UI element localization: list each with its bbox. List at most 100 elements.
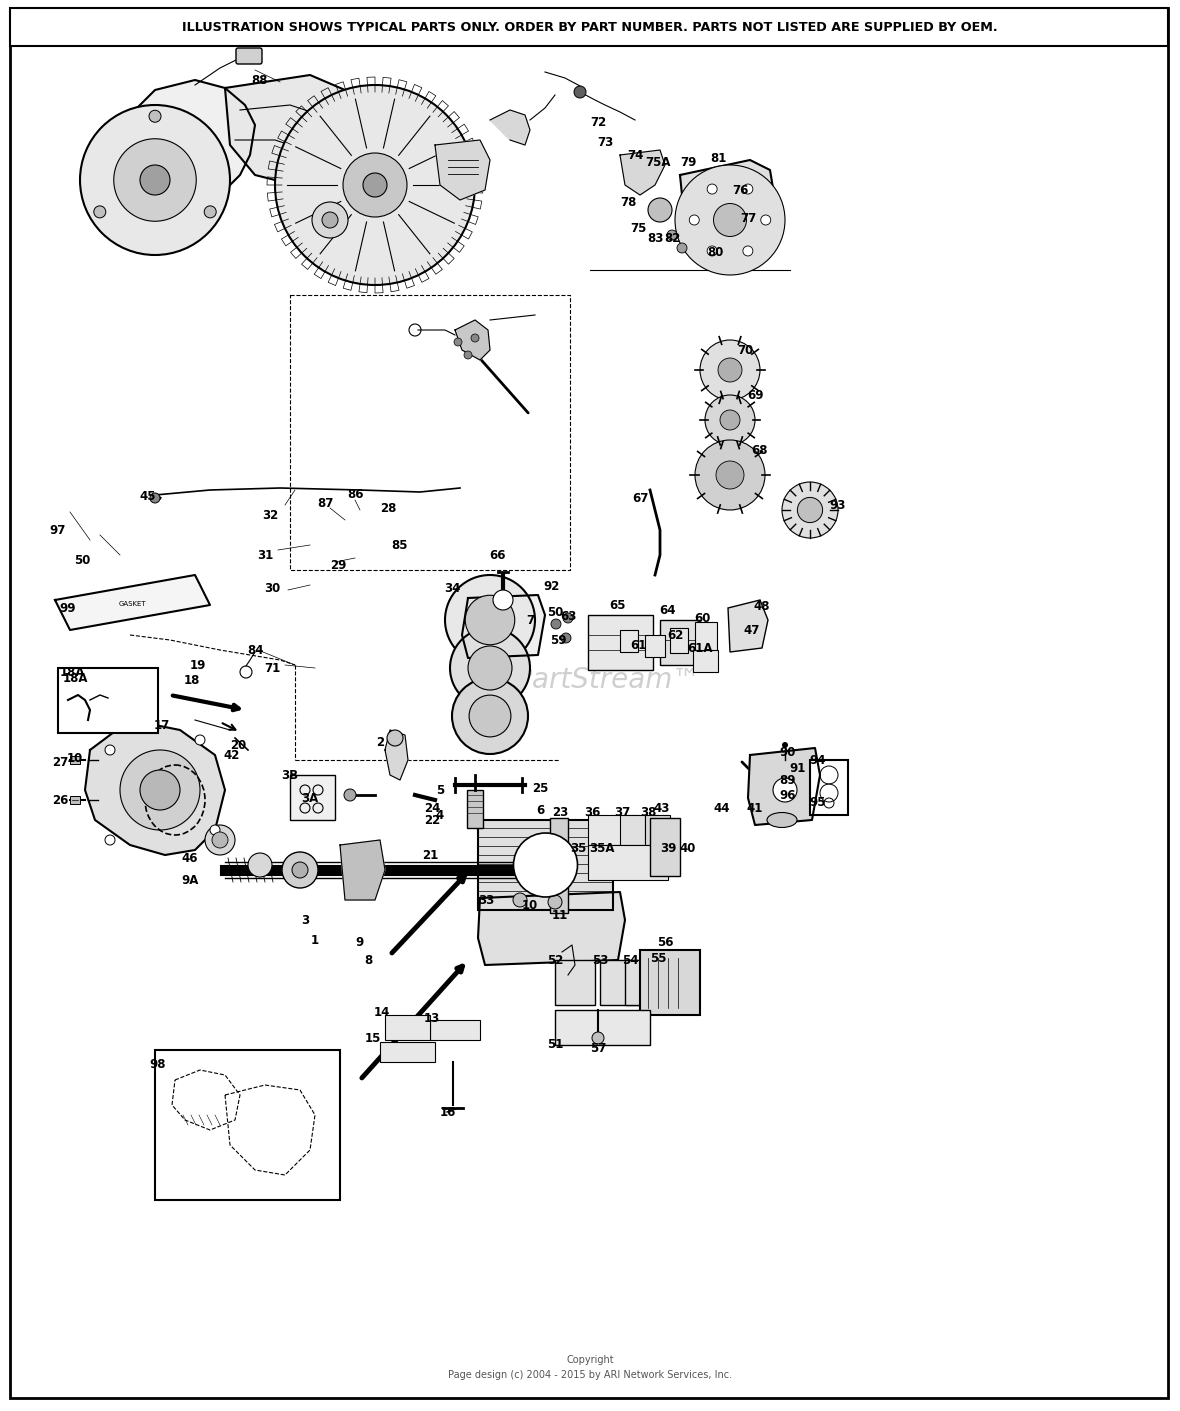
Circle shape bbox=[743, 246, 753, 255]
Bar bbox=[645, 635, 666, 658]
Circle shape bbox=[707, 246, 717, 255]
Text: 26: 26 bbox=[52, 793, 68, 807]
Text: ARI PartStream™: ARI PartStream™ bbox=[460, 666, 700, 694]
Text: 81: 81 bbox=[710, 151, 726, 165]
Circle shape bbox=[695, 440, 765, 509]
Circle shape bbox=[689, 214, 700, 224]
Circle shape bbox=[450, 628, 530, 708]
Text: 87: 87 bbox=[316, 497, 333, 509]
Text: 13: 13 bbox=[424, 1012, 440, 1024]
Bar bbox=[430, 1020, 480, 1040]
Circle shape bbox=[454, 339, 463, 346]
Text: 59: 59 bbox=[550, 634, 566, 646]
Text: 36: 36 bbox=[584, 806, 601, 818]
Text: 95: 95 bbox=[809, 796, 826, 809]
Circle shape bbox=[717, 358, 742, 382]
Circle shape bbox=[445, 576, 535, 665]
Circle shape bbox=[714, 203, 747, 237]
Bar bbox=[630, 959, 660, 1005]
Text: 40: 40 bbox=[680, 841, 696, 855]
Circle shape bbox=[363, 174, 387, 198]
Text: 10: 10 bbox=[67, 752, 83, 765]
Circle shape bbox=[761, 214, 771, 224]
Text: 46: 46 bbox=[182, 851, 198, 865]
Bar bbox=[385, 1015, 430, 1040]
Text: 56: 56 bbox=[657, 935, 674, 948]
Text: 25: 25 bbox=[532, 782, 549, 794]
Circle shape bbox=[782, 483, 838, 538]
Text: 35: 35 bbox=[570, 841, 586, 855]
Circle shape bbox=[563, 612, 573, 624]
Text: 79: 79 bbox=[680, 155, 696, 168]
Polygon shape bbox=[85, 720, 225, 855]
Text: 8: 8 bbox=[363, 954, 372, 967]
Text: 7: 7 bbox=[526, 614, 535, 626]
Circle shape bbox=[312, 202, 348, 238]
Text: 82: 82 bbox=[664, 231, 680, 244]
Circle shape bbox=[720, 411, 740, 430]
Circle shape bbox=[773, 777, 796, 801]
Polygon shape bbox=[435, 140, 490, 200]
Polygon shape bbox=[748, 748, 820, 825]
Text: 68: 68 bbox=[752, 443, 768, 457]
Text: 60: 60 bbox=[694, 611, 710, 625]
Text: 18A: 18A bbox=[63, 672, 87, 684]
Text: 44: 44 bbox=[714, 801, 730, 814]
Text: 10: 10 bbox=[522, 899, 538, 912]
Circle shape bbox=[573, 86, 586, 97]
Text: 90: 90 bbox=[780, 745, 796, 759]
Text: 88: 88 bbox=[251, 73, 268, 86]
Text: 18: 18 bbox=[184, 673, 201, 687]
Text: 50: 50 bbox=[546, 605, 563, 618]
Circle shape bbox=[782, 742, 788, 748]
Circle shape bbox=[592, 1031, 604, 1044]
Circle shape bbox=[798, 498, 822, 522]
Circle shape bbox=[465, 595, 514, 645]
Text: 28: 28 bbox=[380, 501, 396, 515]
Text: 52: 52 bbox=[546, 954, 563, 967]
Bar bbox=[380, 1041, 435, 1062]
Circle shape bbox=[513, 893, 527, 907]
Text: 63: 63 bbox=[559, 610, 576, 622]
Bar bbox=[588, 816, 638, 845]
Circle shape bbox=[212, 832, 228, 848]
Text: 93: 93 bbox=[830, 498, 846, 512]
Text: 14: 14 bbox=[374, 1006, 391, 1019]
Circle shape bbox=[210, 825, 219, 835]
Bar bbox=[650, 818, 680, 876]
Circle shape bbox=[80, 104, 230, 255]
Polygon shape bbox=[680, 159, 775, 255]
Text: 62: 62 bbox=[667, 628, 683, 642]
Text: 64: 64 bbox=[660, 604, 676, 617]
Text: 86: 86 bbox=[347, 487, 363, 501]
Text: 91: 91 bbox=[789, 762, 806, 775]
Text: 27: 27 bbox=[52, 755, 68, 769]
Bar bbox=[588, 615, 653, 670]
Text: 17: 17 bbox=[153, 718, 170, 731]
Circle shape bbox=[548, 895, 562, 909]
Polygon shape bbox=[55, 576, 210, 629]
Circle shape bbox=[700, 340, 760, 399]
Circle shape bbox=[551, 619, 560, 629]
Circle shape bbox=[704, 395, 755, 444]
Polygon shape bbox=[463, 595, 545, 658]
Bar bbox=[555, 959, 595, 1005]
Text: 29: 29 bbox=[330, 559, 346, 571]
Polygon shape bbox=[728, 600, 768, 652]
Text: 31: 31 bbox=[257, 549, 273, 562]
Polygon shape bbox=[340, 840, 385, 900]
Bar bbox=[620, 629, 638, 652]
Text: 98: 98 bbox=[150, 1058, 166, 1071]
Circle shape bbox=[452, 679, 527, 753]
Text: 74: 74 bbox=[627, 148, 643, 161]
Text: 61A: 61A bbox=[687, 642, 713, 655]
Text: 80: 80 bbox=[707, 246, 723, 258]
Bar bbox=[670, 628, 688, 653]
Text: 20: 20 bbox=[230, 738, 247, 752]
Circle shape bbox=[470, 696, 511, 737]
Circle shape bbox=[387, 729, 404, 746]
Text: 57: 57 bbox=[590, 1041, 607, 1054]
Circle shape bbox=[677, 243, 687, 253]
Polygon shape bbox=[385, 729, 408, 780]
Text: 51: 51 bbox=[546, 1038, 563, 1051]
